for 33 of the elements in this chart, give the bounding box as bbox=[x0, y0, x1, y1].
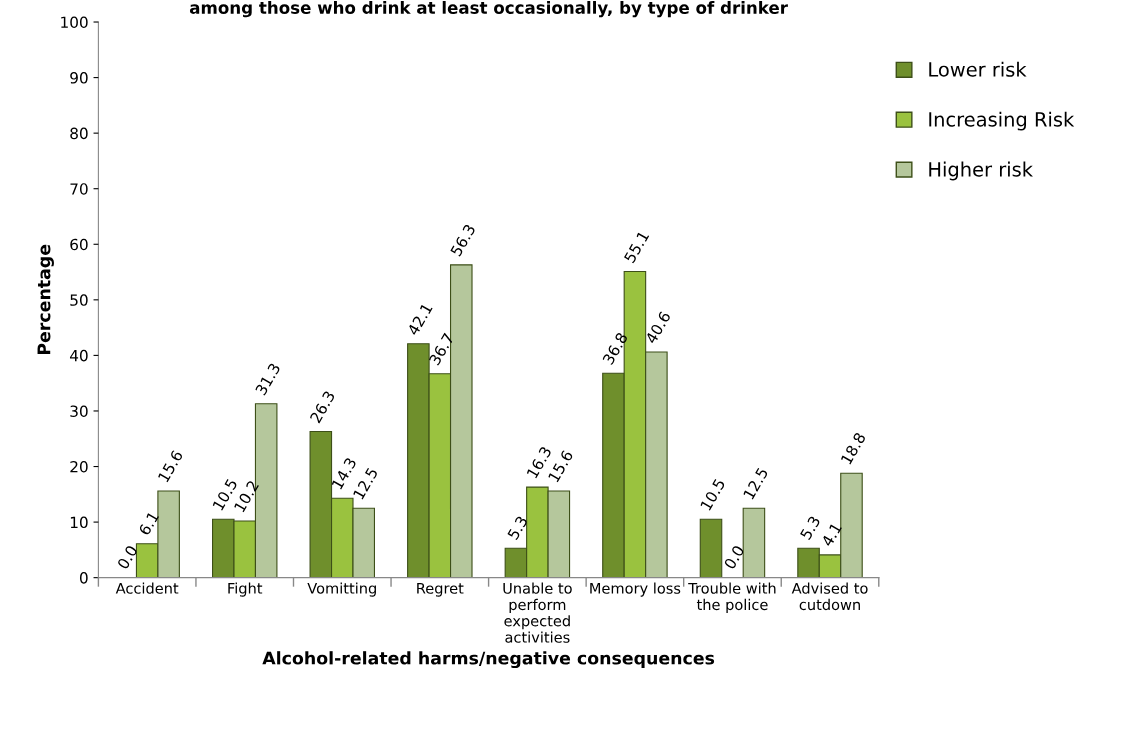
chart-title: among those who drink at least occasionally, by type of drinker bbox=[189, 1, 788, 18]
bar bbox=[699, 518, 723, 578]
y-tick-label: 10 bbox=[70, 516, 88, 529]
data-label: 4.1 bbox=[821, 522, 842, 548]
y-tick-label: 40 bbox=[69, 349, 88, 362]
x-tick-label: Accident bbox=[115, 582, 179, 594]
data-label: 5.3 bbox=[799, 515, 821, 541]
x-tick-label: Fight bbox=[228, 582, 263, 597]
x-tick-label: Vomitting bbox=[307, 582, 376, 597]
legend-label: Lower risk bbox=[929, 61, 1027, 77]
y-tick-label: 60 bbox=[70, 238, 88, 251]
bar bbox=[742, 507, 766, 578]
x-tick-label: Regret bbox=[417, 582, 464, 597]
y-tick-label: 70 bbox=[70, 183, 88, 195]
y-tick-label: 100 bbox=[61, 16, 88, 29]
legend-label: Higher risk bbox=[929, 161, 1033, 181]
y-axis-title: Percentage bbox=[37, 244, 54, 355]
y-tick-label: 30 bbox=[70, 405, 88, 417]
x-tick-label: Unable to perform expected activities bbox=[503, 582, 572, 643]
x-tick-label: Memory loss bbox=[590, 582, 681, 597]
x-tick-label: Advised to cutdown bbox=[791, 582, 868, 611]
x-axis-title: Alcohol-related harms/negative consequences bbox=[262, 651, 715, 669]
data-label: 6.1 bbox=[138, 511, 160, 536]
y-tick-label: 90 bbox=[70, 72, 88, 84]
y-tick-label: 80 bbox=[70, 127, 88, 140]
y-tick-label: 20 bbox=[70, 461, 88, 473]
data-label: 5.3 bbox=[507, 515, 528, 541]
x-tick-label: Trouble with the police bbox=[688, 582, 776, 613]
data-label: 0.0 bbox=[116, 544, 138, 570]
y-tick-label: 0 bbox=[79, 572, 88, 584]
y-tick-label: 50 bbox=[70, 294, 88, 306]
legend-label: Increasing Risk bbox=[929, 111, 1075, 131]
data-label: 0.0 bbox=[723, 544, 745, 570]
